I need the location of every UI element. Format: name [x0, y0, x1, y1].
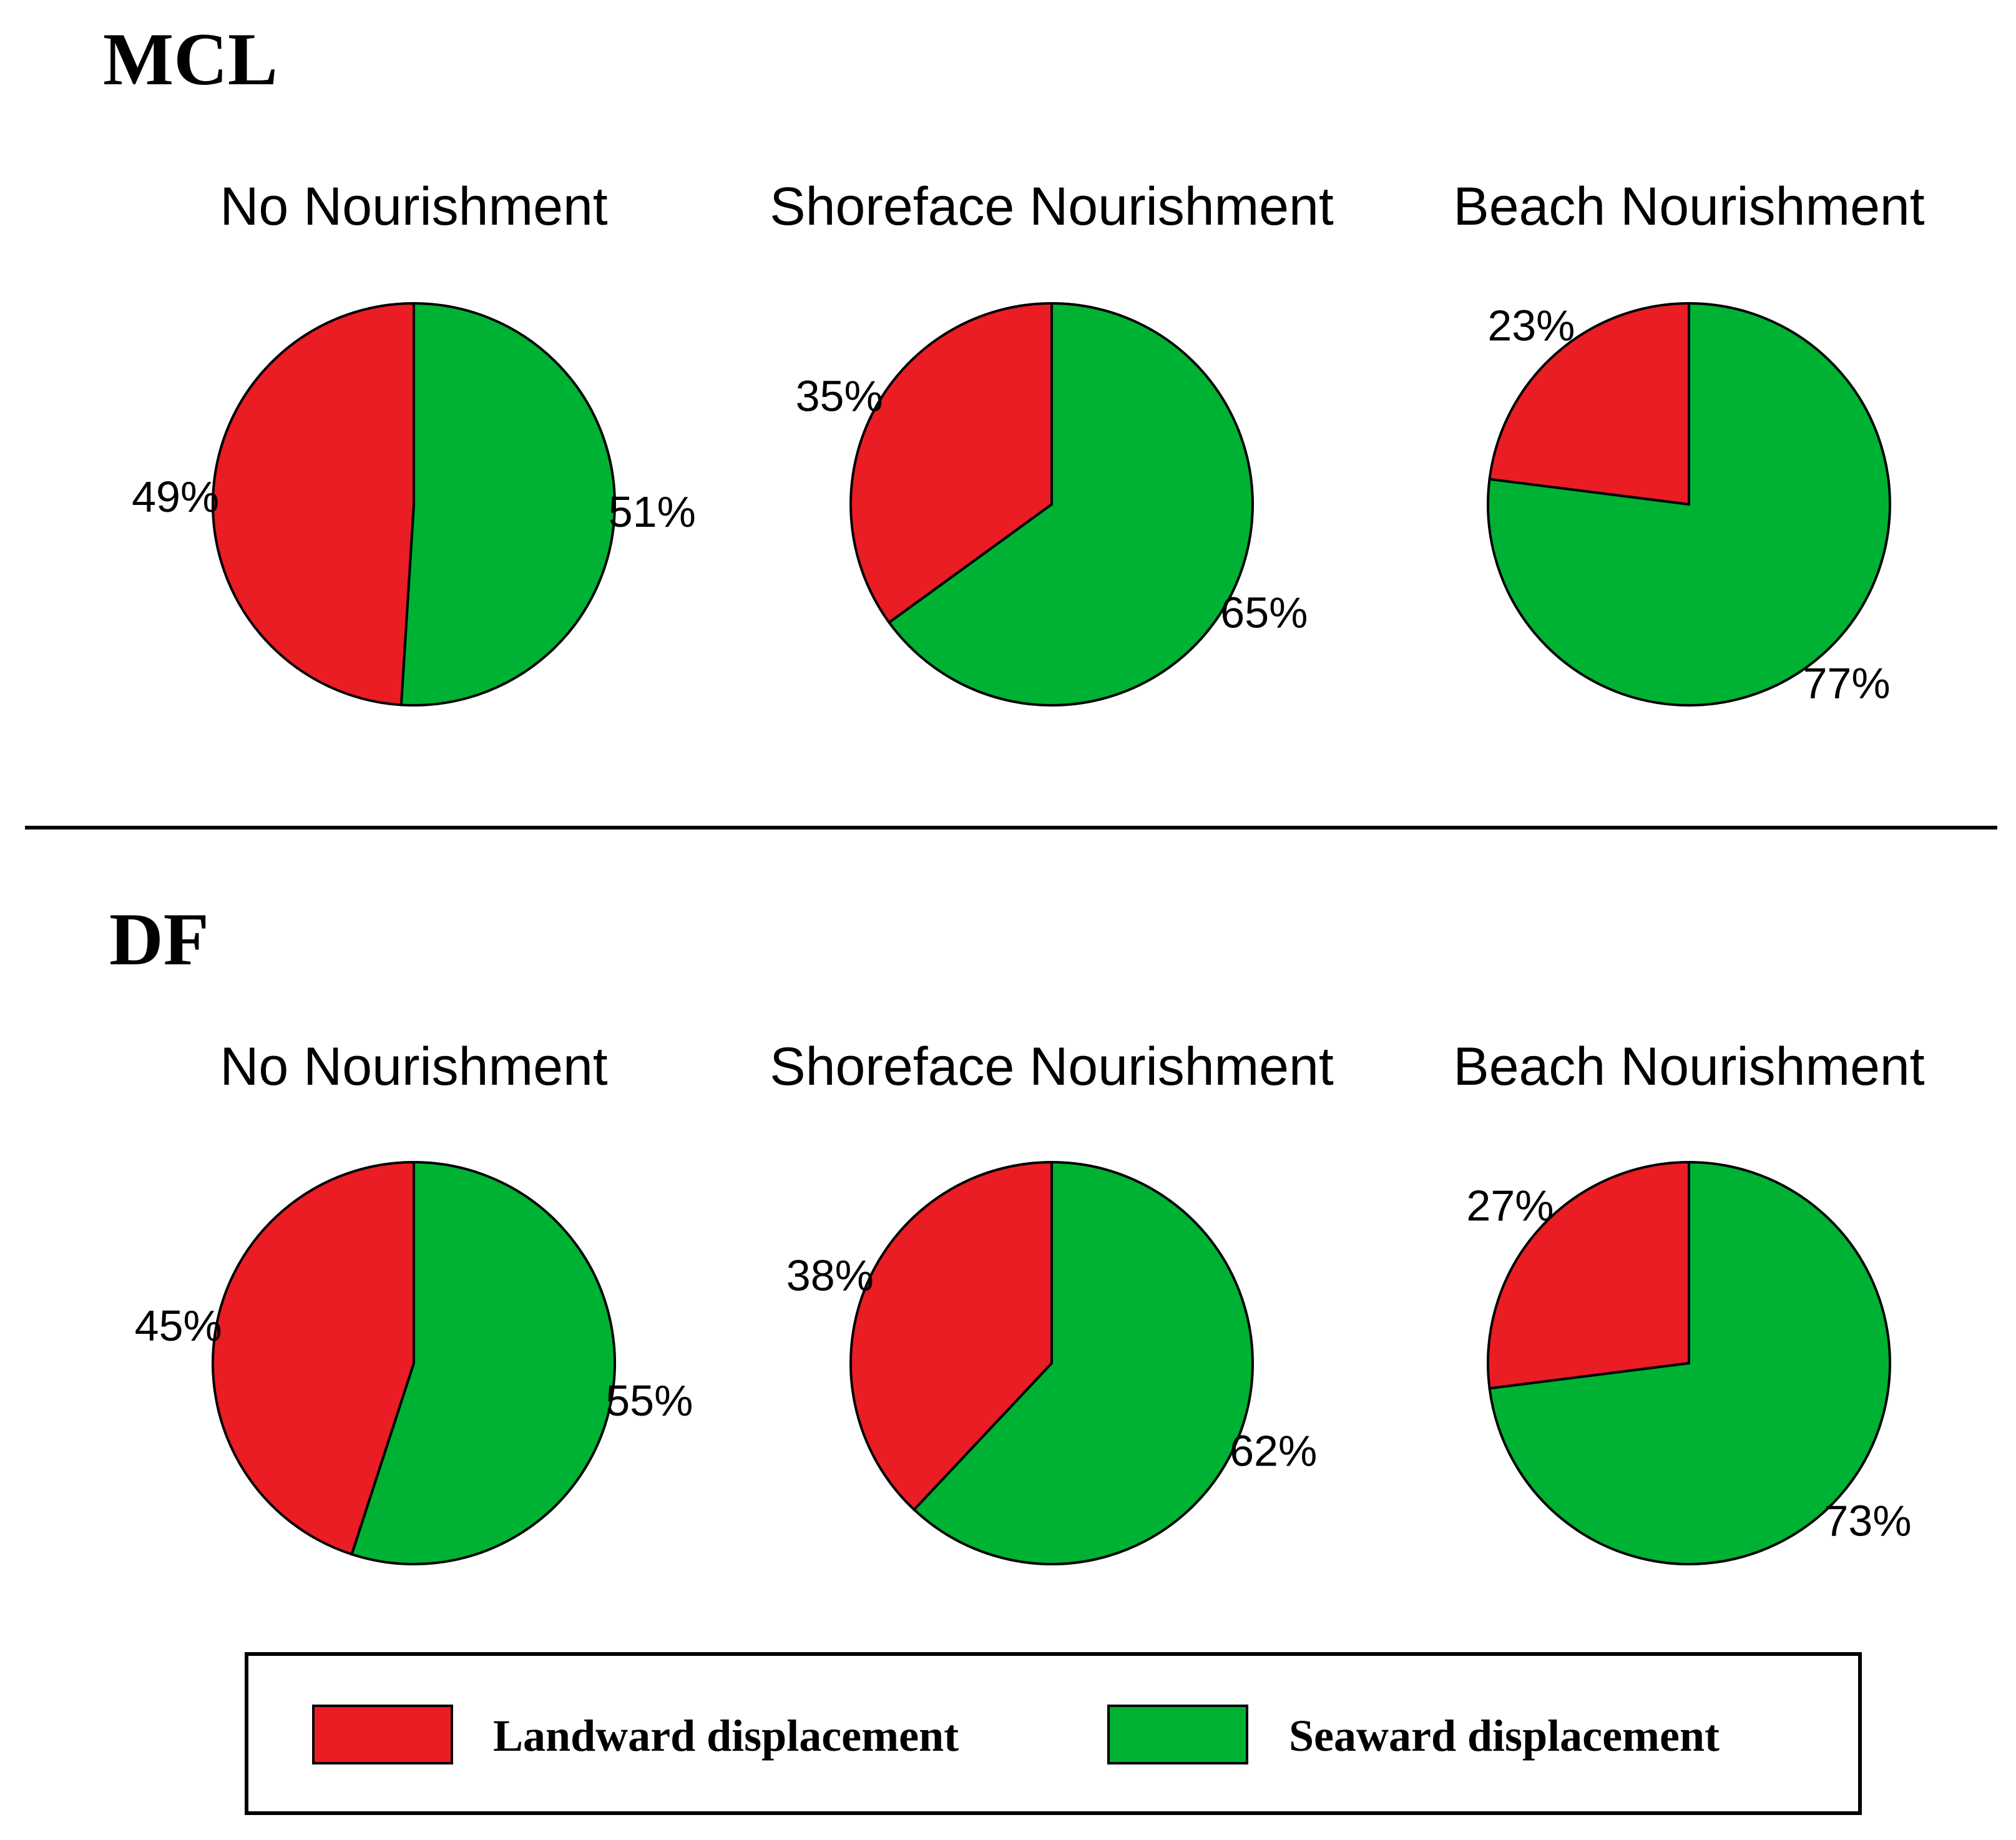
pie-value-label-seaward: 55% — [605, 1376, 693, 1425]
pie-title: No Nourishment — [220, 177, 607, 237]
pie-chart-mcl-no-nourishment: No Nourishment 51% 49% — [132, 177, 696, 707]
pie-value-label-landward: 45% — [135, 1301, 222, 1350]
pie-title: No Nourishment — [220, 1037, 607, 1097]
section-title-df: DF — [109, 898, 209, 981]
pie-value-label-landward: 27% — [1466, 1181, 1554, 1230]
pie-slice-landward — [849, 301, 1053, 625]
pie-chart-df-beach-nourishment: Beach Nourishment 73% 27% — [1453, 1037, 1925, 1565]
pie-chart-mcl-beach-nourishment: Beach Nourishment 77% 23% — [1453, 177, 1924, 708]
pie-value-label-seaward: 77% — [1803, 659, 1891, 708]
pie-slice-seaward — [350, 1160, 616, 1565]
pie-chart-df-shoreface-nourishment: Shoreface Nourishment 62% 38% — [770, 1037, 1334, 1565]
pie-value-label-landward: 38% — [786, 1251, 874, 1299]
pie-chart-mcl-shoreface-nourishment: Shoreface Nourishment 65% 35% — [770, 177, 1334, 707]
pie-slice-seaward — [887, 301, 1254, 707]
pie-title: Shoreface Nourishment — [770, 177, 1334, 237]
legend-swatch-landward — [312, 1705, 453, 1764]
legend-swatch-seaward — [1107, 1705, 1248, 1764]
pie-chart-df-no-nourishment: No Nourishment 55% 45% — [135, 1037, 693, 1565]
legend-label-landward: Landward displacement — [493, 1711, 959, 1761]
pie-slice-landward — [849, 1160, 1053, 1512]
pie-slice-landward — [212, 1160, 415, 1556]
section-title-mcl: MCL — [103, 17, 278, 100]
pie-slice-landward — [212, 301, 415, 707]
pie-title: Beach Nourishment — [1453, 177, 1924, 237]
pie-slice-seaward — [912, 1160, 1254, 1565]
pie-value-label-seaward: 65% — [1220, 588, 1308, 637]
pie-slice-seaward — [399, 301, 617, 707]
pie-title: Shoreface Nourishment — [770, 1037, 1334, 1097]
pie-slice-landward — [1487, 1160, 1690, 1390]
pie-value-label-landward: 35% — [796, 372, 883, 421]
legend: Landward displacement Seaward displaceme… — [245, 1652, 1862, 1815]
legend-box — [245, 1652, 1862, 1815]
pie-title: Beach Nourishment — [1453, 1037, 1924, 1097]
pie-slice-landward — [1488, 301, 1690, 506]
pie-value-label-seaward: 51% — [609, 487, 696, 536]
pie-value-label-seaward: 73% — [1824, 1497, 1911, 1545]
pie-value-label-landward: 49% — [132, 472, 219, 521]
legend-label-seaward: Seaward displacement — [1289, 1711, 1720, 1761]
pie-value-label-seaward: 62% — [1230, 1427, 1317, 1475]
pie-value-label-landward: 23% — [1487, 301, 1575, 350]
